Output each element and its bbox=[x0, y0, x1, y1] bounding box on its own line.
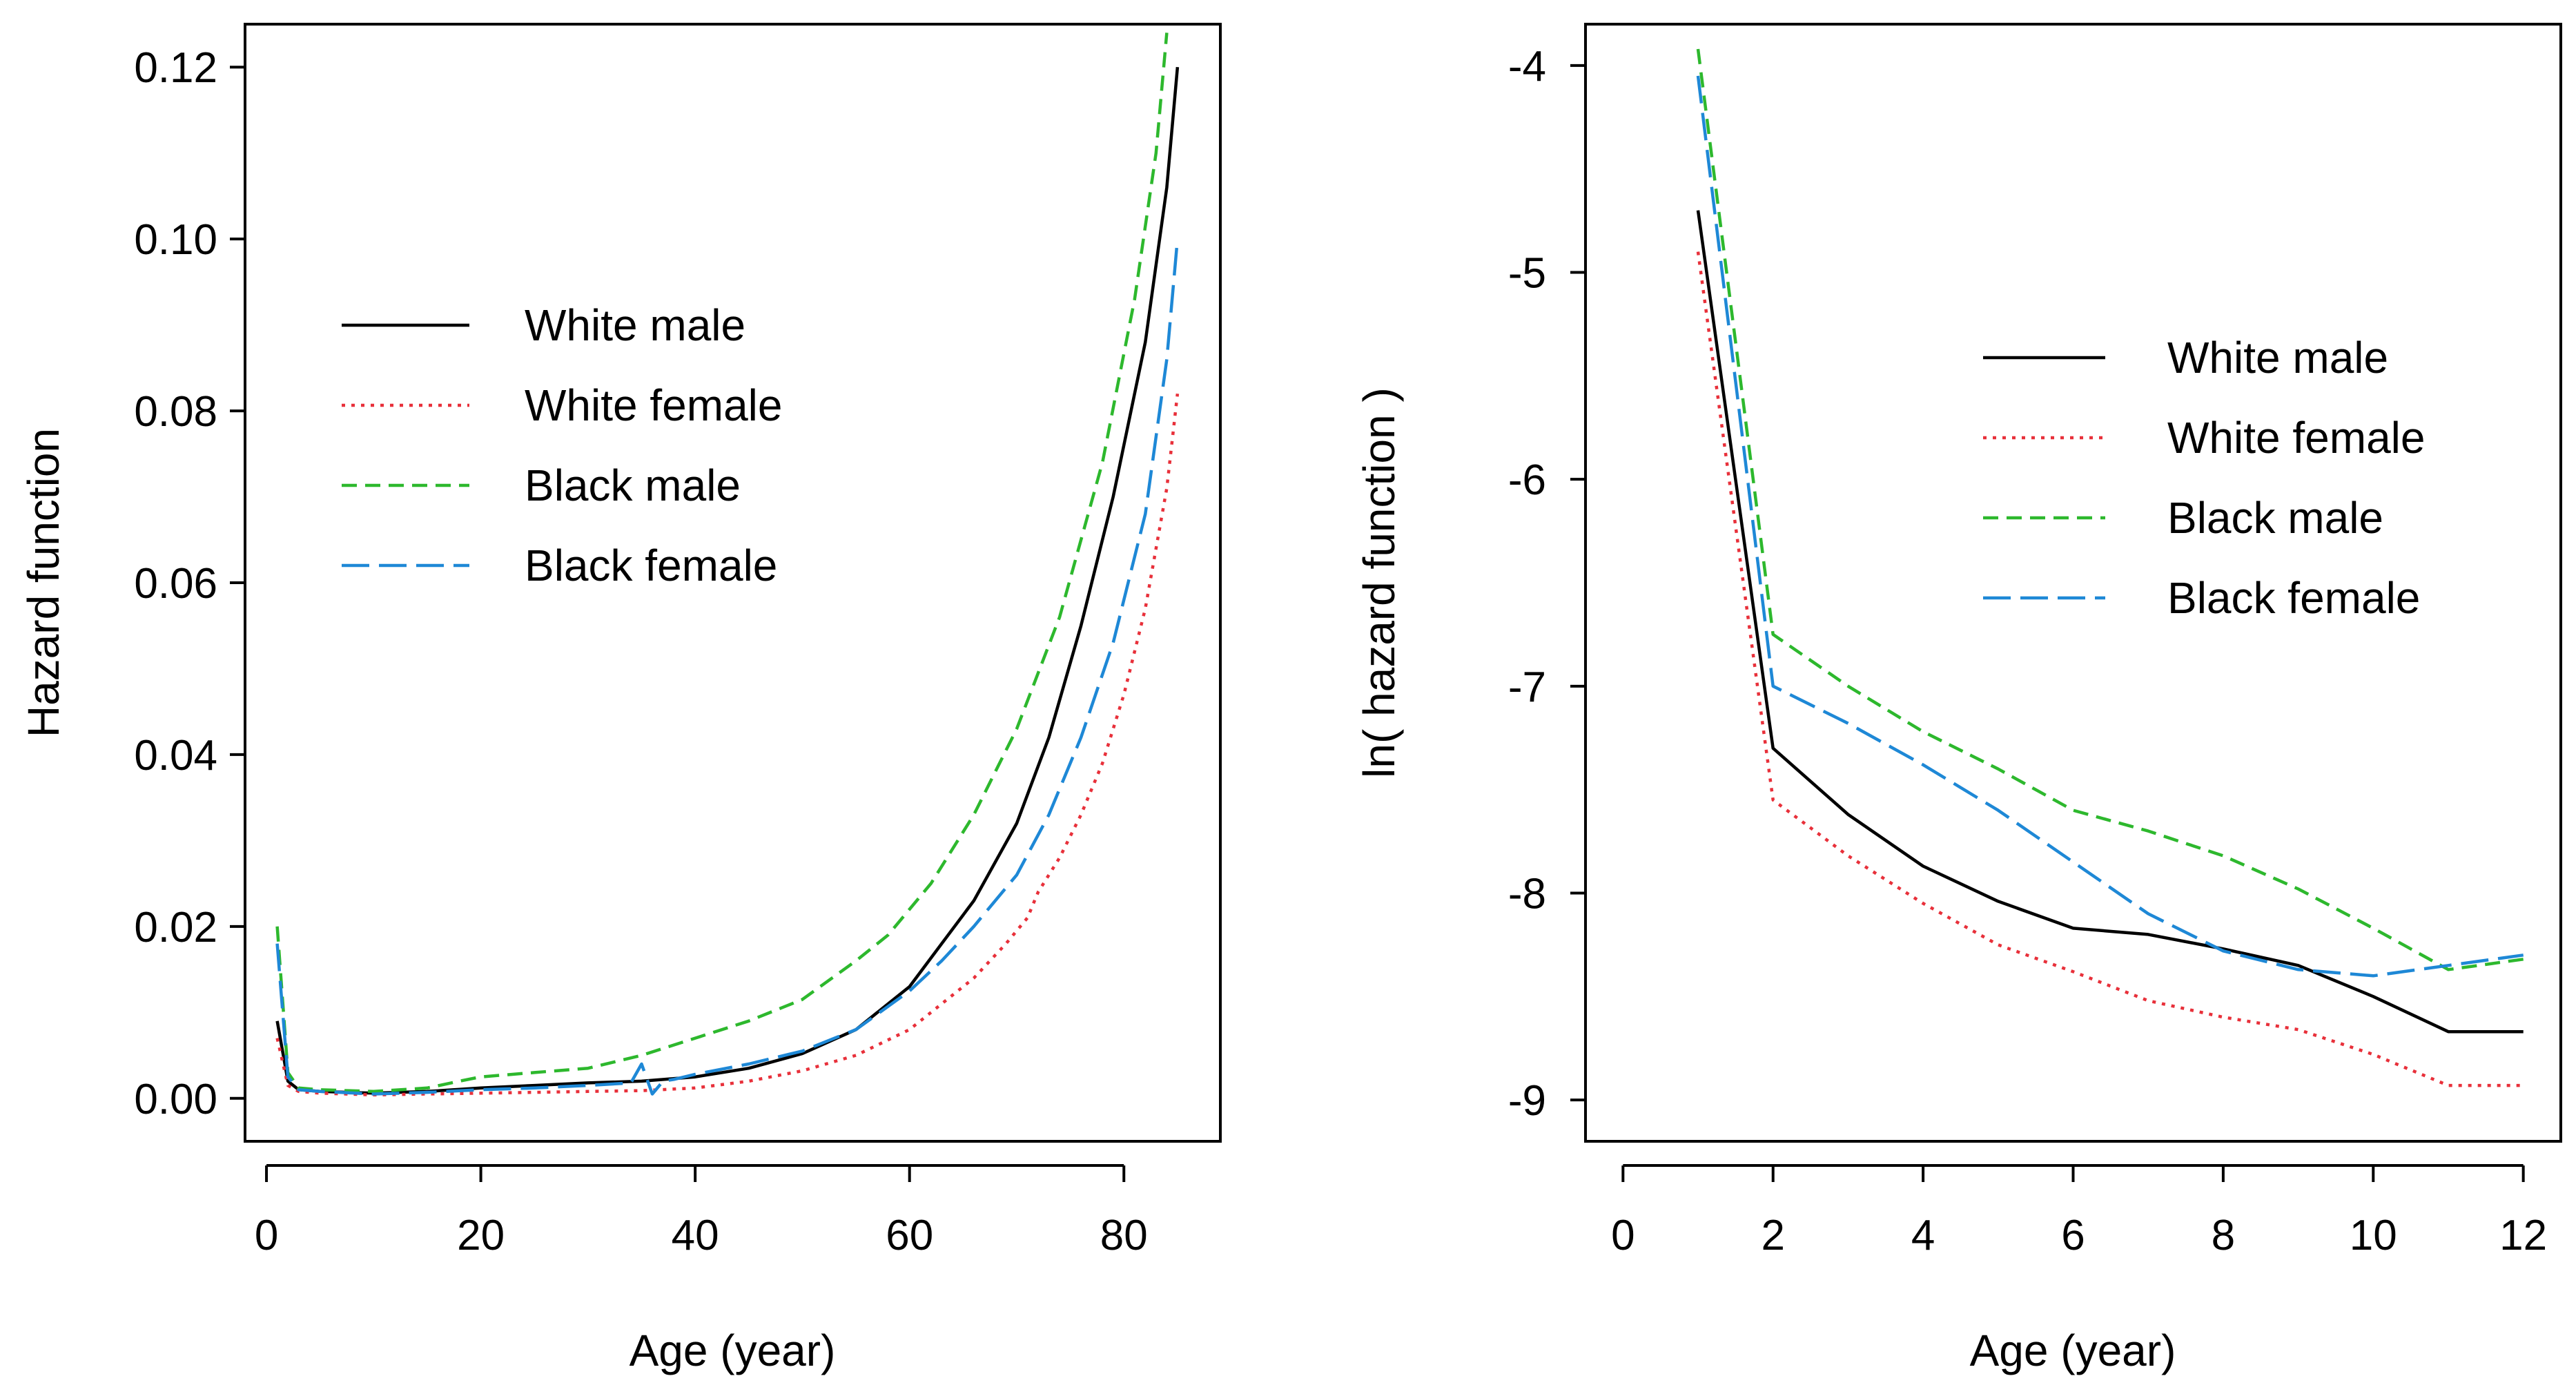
legend-label: White male bbox=[525, 300, 745, 350]
series-line-white-male bbox=[1696, 210, 2524, 1034]
y-tick-label: 0.12 bbox=[134, 44, 217, 92]
x-tick-label: 80 bbox=[1100, 1212, 1148, 1259]
right-legend: White male White female Black male Black fe… bbox=[1983, 333, 2425, 623]
right-plot-frame bbox=[1584, 23, 2562, 1143]
left-series-group bbox=[275, 32, 1180, 1097]
series-line-black-male bbox=[275, 32, 1169, 1094]
series-line-black-male bbox=[1696, 48, 2524, 971]
x-tick-label: 20 bbox=[457, 1212, 505, 1259]
y-tick-label: 0.04 bbox=[134, 732, 217, 780]
right-series-group bbox=[1696, 48, 2524, 1087]
x-tick-label: 10 bbox=[2350, 1212, 2397, 1259]
right-x-axis: 0 2 4 6 8 10 12 bbox=[1611, 1164, 2547, 1259]
y-tick-label: 0.06 bbox=[134, 560, 217, 608]
left-y-axis: 0.00 0.02 0.04 0.06 0.08 0.10 0.12 bbox=[134, 44, 245, 1123]
legend-label: Black male bbox=[525, 461, 741, 510]
legend-label: White female bbox=[2167, 413, 2425, 463]
y-tick-label: -6 bbox=[1508, 456, 1546, 504]
x-tick-label: 0 bbox=[1611, 1212, 1635, 1259]
legend-label: White female bbox=[525, 380, 782, 430]
legend-label: Black female bbox=[2167, 573, 2420, 623]
x-tick-label: 6 bbox=[2061, 1212, 2085, 1259]
y-tick-label: 0.00 bbox=[134, 1076, 217, 1123]
y-tick-label: -5 bbox=[1508, 250, 1546, 298]
right-chart-panel: -9 -8 -7 -6 -5 -4 0 2 4 6 8 10 12 White male White f… bbox=[1354, 23, 2562, 1375]
series-line-black-female bbox=[1696, 75, 2524, 978]
y-tick-label: 0.10 bbox=[134, 216, 217, 264]
legend-label: Black female bbox=[525, 541, 777, 590]
legend-label: White male bbox=[2167, 333, 2388, 383]
y-tick-label: 0.02 bbox=[134, 904, 217, 951]
x-tick-label: 2 bbox=[1761, 1212, 1784, 1259]
x-tick-label: 4 bbox=[1911, 1212, 1935, 1259]
y-tick-label: -4 bbox=[1508, 43, 1546, 90]
x-tick-label: 0 bbox=[255, 1212, 278, 1259]
right-y-axis: -9 -8 -7 -6 -5 -4 bbox=[1508, 43, 1585, 1125]
series-line-white-male bbox=[275, 67, 1180, 1095]
series-line-white-female bbox=[1696, 251, 2524, 1087]
y-tick-label: 0.08 bbox=[134, 388, 217, 436]
x-tick-label: 12 bbox=[2499, 1212, 2547, 1259]
left-chart-panel: 0.00 0.02 0.04 0.06 0.08 0.10 0.12 0 20 40 60 80 W… bbox=[19, 23, 1222, 1375]
x-tick-label: 40 bbox=[672, 1212, 719, 1259]
x-tick-label: 60 bbox=[886, 1212, 933, 1259]
left-x-axis: 0 20 40 60 80 bbox=[255, 1164, 1148, 1259]
left-y-axis-label: Hazard function bbox=[19, 428, 68, 737]
y-tick-label: -8 bbox=[1508, 870, 1546, 918]
series-line-white-female bbox=[275, 393, 1180, 1097]
legend-label: Black male bbox=[2167, 493, 2383, 543]
right-y-axis-label: ln( hazard function ) bbox=[1354, 387, 1404, 778]
right-x-axis-label: Age (year) bbox=[1970, 1326, 2176, 1375]
series-line-black-female bbox=[275, 239, 1180, 1096]
left-x-axis-label: Age (year) bbox=[630, 1326, 836, 1375]
x-tick-label: 8 bbox=[2212, 1212, 2235, 1259]
y-tick-label: -9 bbox=[1508, 1077, 1546, 1125]
left-legend: White male White female Black male Black fe… bbox=[342, 300, 782, 590]
y-tick-label: -7 bbox=[1508, 664, 1546, 711]
